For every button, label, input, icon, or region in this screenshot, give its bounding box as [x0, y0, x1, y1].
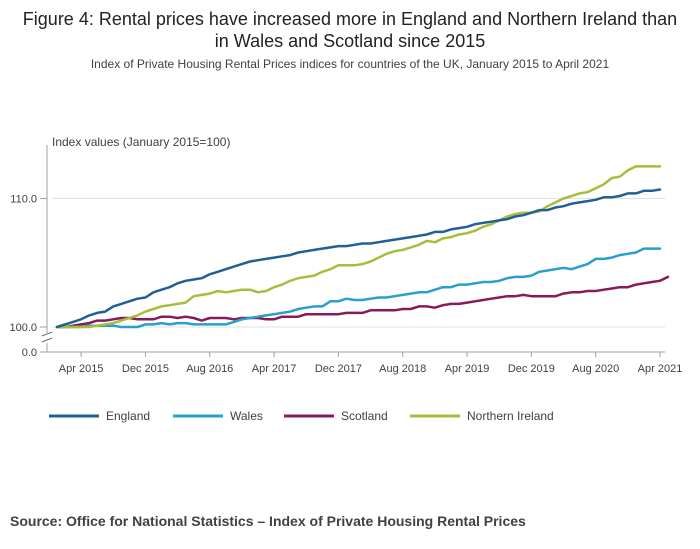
series-line-northern-ireland — [55, 165, 662, 329]
axis-break-mark — [41, 331, 53, 337]
legend-label-scotland: Scotland — [341, 409, 388, 423]
axis-break-mark — [41, 337, 53, 343]
chart-title: Figure 4: Rental prices have increased m… — [22, 9, 678, 51]
x-tick-label: Aug 2016 — [186, 363, 233, 375]
x-tick-label: Aug 2020 — [572, 363, 619, 375]
legend-label-northern-ireland: Northern Ireland — [467, 409, 554, 423]
x-tick-label: Apr 2021 — [638, 363, 683, 375]
legend-label-england: England — [106, 409, 150, 423]
y-tick-label: 110.0 — [10, 194, 37, 206]
series-lines — [55, 165, 670, 329]
series-line-wales — [55, 247, 662, 329]
source-note: Source: Office for National Statistics –… — [10, 513, 526, 529]
x-tick-label: Dec 2019 — [508, 363, 555, 375]
x-tick-label: Apr 2017 — [252, 363, 297, 375]
axes: 0.0 100.0 110.0 Apr 2015 Dec 2015 Aug 2016 Apr… — [9, 145, 682, 375]
x-tick-label: Aug 2018 — [379, 363, 426, 375]
y-tick-label: 0.0 — [22, 347, 37, 359]
legend: England Wales Scotland Northern Ireland — [49, 409, 554, 423]
x-tick-label: Dec 2017 — [315, 363, 362, 375]
chart-subtitle: Index of Private Housing Rental Prices i… — [90, 57, 610, 71]
x-tick-label: Apr 2019 — [445, 363, 490, 375]
gridlines — [52, 198, 665, 353]
y-tick-label: 100.0 — [9, 322, 37, 334]
x-tick-label: Apr 2015 — [59, 363, 104, 375]
y-axis-label: Index values (January 2015=100) — [52, 135, 230, 149]
series-line-scotland — [55, 275, 670, 329]
series-line-england — [55, 188, 662, 329]
x-tick-label: Dec 2015 — [122, 363, 169, 375]
legend-label-wales: Wales — [230, 409, 263, 423]
